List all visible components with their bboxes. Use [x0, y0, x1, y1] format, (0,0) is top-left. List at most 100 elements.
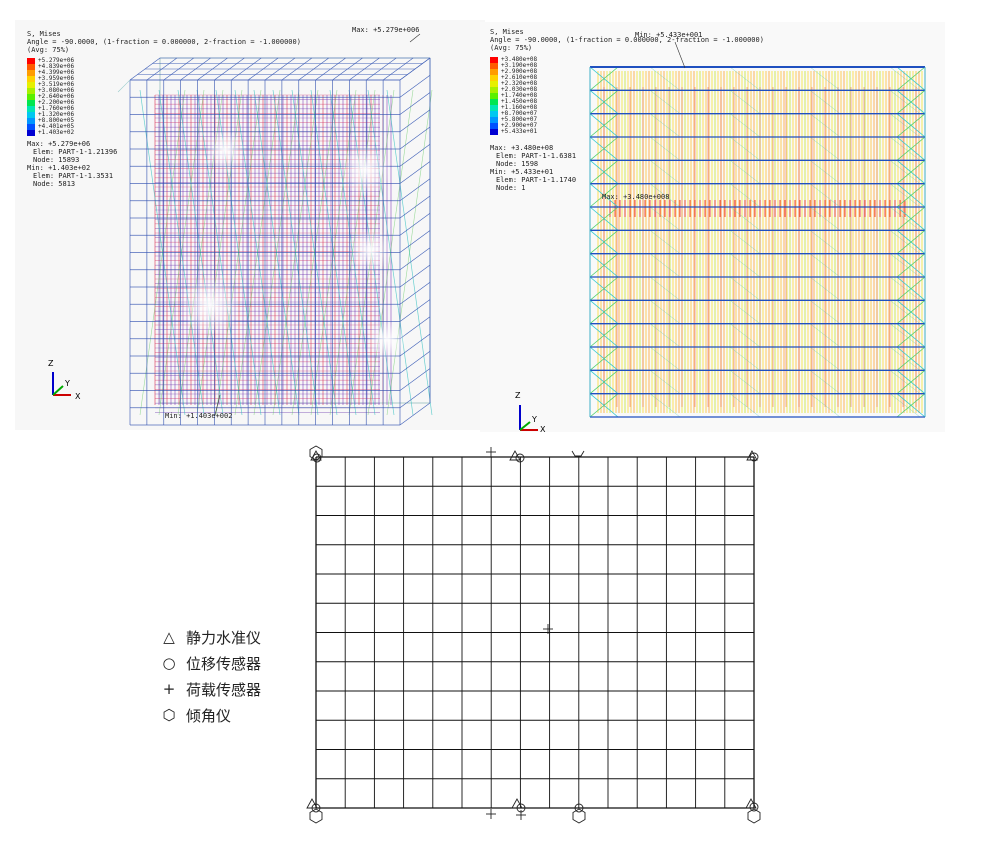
min-annotation: Min: +1.403e+002 — [165, 412, 233, 420]
legend-entry: +1.403e+02 — [27, 130, 74, 136]
color-legend: +3.480e+08 +3.190e+08 +2.900e+08 +2.610e+08… — [490, 57, 537, 135]
sensor-markers — [306, 445, 761, 824]
truss-3d-view: Z Y X — [48, 33, 433, 426]
legend-swatch — [27, 118, 35, 124]
displacement-sensor-marker — [574, 803, 584, 813]
legend-value: +4.839e+06 — [38, 63, 75, 70]
displacement-sensor-marker — [312, 453, 322, 463]
legend-entry: +4.839e+06 — [27, 64, 74, 70]
color-legend: +5.279e+06 +4.839e+06 +4.399e+06 +3.959e+06… — [27, 58, 74, 136]
sensor-symbol-icon: + — [162, 680, 176, 698]
legend-value: +1.320e+06 — [38, 111, 75, 118]
legend-swatch — [490, 57, 498, 63]
legend-swatch — [27, 94, 35, 100]
legend-entry: +3.519e+06 — [27, 82, 74, 88]
axis-triad: Z Y X — [48, 359, 81, 401]
legend-entry: +4.401e+05 — [27, 124, 74, 130]
legend-value: +5.279e+06 — [38, 57, 75, 64]
sensor-symbol-icon: ○ — [162, 654, 176, 672]
legend-value: +2.640e+06 — [38, 93, 75, 100]
stats-block: Max: +3.480e+08 Elem: PART-1-1.6381 Node… — [490, 144, 576, 192]
sensor-legend-entry: + 荷载传感器 — [158, 676, 261, 702]
legend-swatch — [490, 81, 498, 87]
level-gauge-marker — [509, 450, 521, 461]
axis-z-label: Z — [48, 359, 54, 368]
plot-header: S, Mises Angle = -90.0000, (1-fraction =… — [490, 28, 764, 52]
level-gauge-marker — [746, 450, 758, 461]
legend-entry: +2.320e+08 — [490, 81, 537, 87]
legend-entry: +2.200e+06 — [27, 100, 74, 106]
legend-entry: +5.800e+07 — [490, 117, 537, 123]
inclinometer-marker — [572, 808, 586, 824]
legend-entry: +3.190e+08 — [490, 63, 537, 69]
level-gauge-marker — [511, 798, 523, 809]
legend-entry: +5.279e+06 — [27, 58, 74, 64]
displacement-sensor-marker — [749, 452, 759, 462]
stats-block: Max: +5.279e+06 Elem: PART-1-1.21396 Nod… — [27, 140, 117, 188]
legend-value: +3.519e+06 — [38, 81, 75, 88]
header-angle: Angle = -90.0000, (1-fraction = 0.000000… — [490, 36, 764, 44]
max-annotation: Max: +3.480e+008 — [602, 193, 670, 201]
legend-entry: +2.030e+08 — [490, 87, 537, 93]
legend-swatch — [27, 76, 35, 82]
legend-swatch — [490, 87, 498, 93]
inclinometer-marker — [309, 808, 323, 824]
legend-value: +8.800e+05 — [38, 117, 75, 124]
sensor-legend-entry: ○ 位移传感器 — [158, 650, 261, 676]
legend-swatch — [490, 75, 498, 81]
level-gauge-marker — [745, 798, 757, 809]
legend-value: +4.401e+05 — [38, 123, 75, 130]
max-elem: Elem: PART-1-1.21396 — [33, 148, 118, 156]
max-elem: Elem: PART-1-1.6381 — [496, 152, 577, 160]
displacement-sensor-marker — [515, 453, 525, 463]
legend-entry: +2.900e+07 — [490, 123, 537, 129]
legend-value: +5.800e+07 — [501, 116, 538, 123]
legend-entry: +2.640e+06 — [27, 94, 74, 100]
max-node: Node: 1598 — [496, 160, 539, 168]
axis-triad: Z Y X — [515, 391, 546, 432]
legend-value: +1.760e+06 — [38, 105, 75, 112]
legend-value: +2.200e+06 — [38, 99, 75, 106]
legend-value: +2.610e+08 — [501, 74, 538, 81]
legend-entry: +1.160e+08 — [490, 105, 537, 111]
header-avg: (Avg: 75%) — [490, 44, 533, 52]
legend-swatch — [27, 130, 35, 136]
legend-swatch — [27, 112, 35, 118]
legend-entry: +1.320e+06 — [27, 112, 74, 118]
min-value: Min: +1.403e+02 — [27, 164, 91, 172]
axis-y-label: Y — [531, 415, 537, 424]
legend-entry: +2.610e+08 — [490, 75, 537, 81]
min-annotation: Min: +5.433e+001 — [635, 31, 703, 39]
min-node: Node: 5813 — [33, 180, 76, 188]
sensor-symbol-icon: ⬡ — [162, 706, 176, 724]
legend-value: +2.900e+08 — [501, 68, 538, 75]
legend-value: +3.480e+08 — [501, 56, 538, 63]
legend-swatch — [27, 124, 35, 130]
legend-swatch — [490, 63, 498, 69]
plot-header: S, Mises Angle = -90.0000, (1-fraction =… — [27, 30, 301, 54]
stress-contour-plot-3d: Z Y X S, Mises Angle = -90.0000, (1-frac… — [15, 20, 485, 430]
truss-elevation-view: Z Y X — [515, 41, 926, 432]
min-elem: Elem: PART-1-1.1740 — [496, 176, 577, 184]
header-variable: S, Mises — [27, 30, 61, 38]
axis-z-label: Z — [515, 391, 521, 400]
legend-value: +5.433e+01 — [501, 128, 538, 135]
min-value: Min: +5.433e+01 — [490, 168, 554, 176]
max-value: Max: +3.480e+08 — [490, 144, 554, 152]
legend-value: +8.700e+07 — [501, 110, 538, 117]
header-variable: S, Mises — [490, 28, 524, 36]
header-avg: (Avg: 75%) — [27, 46, 70, 54]
legend-value: +1.740e+08 — [501, 92, 538, 99]
legend-entry: +5.433e+01 — [490, 129, 537, 135]
legend-value: +2.320e+08 — [501, 80, 538, 87]
legend-entry: +2.900e+08 — [490, 69, 537, 75]
legend-swatch — [490, 105, 498, 111]
legend-entry: +4.399e+06 — [27, 70, 74, 76]
sensor-label: 倾角仪 — [186, 706, 232, 725]
axis-y-label: Y — [64, 379, 70, 388]
max-annotation: Max: +5.279e+006 — [352, 26, 420, 34]
level-gauge-marker — [306, 798, 318, 809]
plan-grid — [315, 456, 755, 809]
legend-value: +2.900e+07 — [501, 122, 538, 129]
min-node: Node: 1 — [496, 184, 526, 192]
